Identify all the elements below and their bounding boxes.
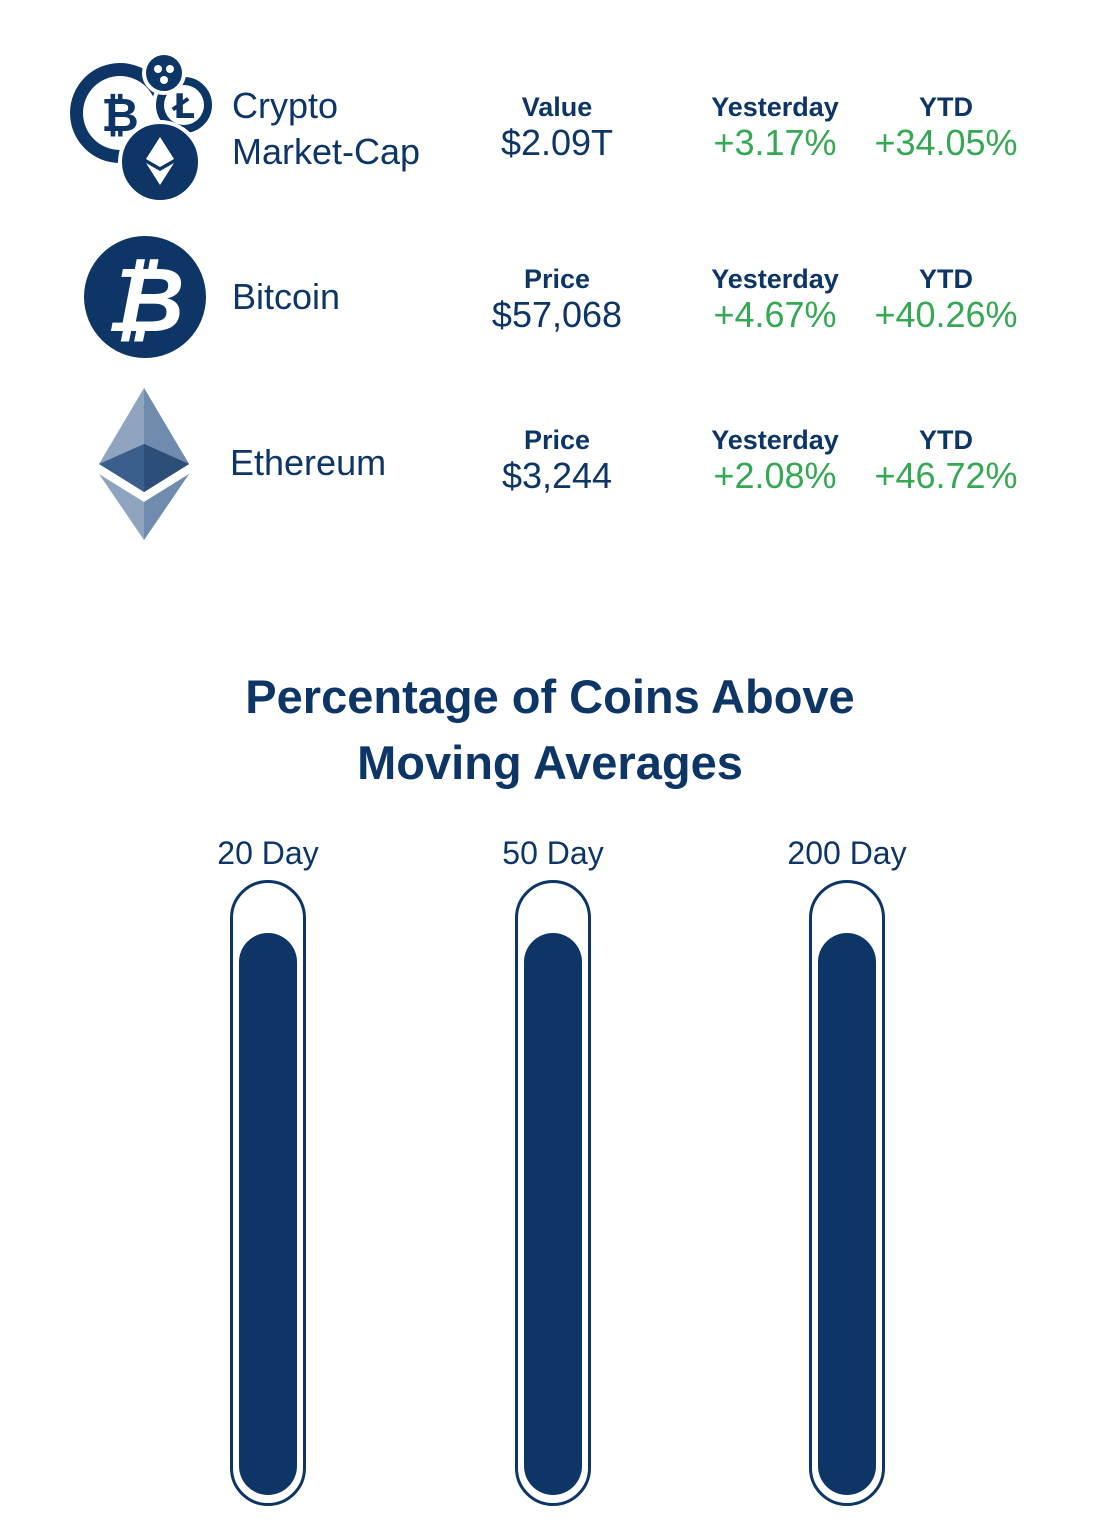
row-name-line1: Crypto (232, 85, 339, 126)
row-name-line2: Market-Cap (232, 131, 421, 172)
ytd-stat: YTD +34.05% (865, 91, 1027, 163)
svg-text:Ł: Ł (171, 87, 195, 127)
gauge-fill (524, 933, 582, 1495)
price-label: Price (523, 264, 591, 294)
bitcoin-icon: ₿ (84, 236, 206, 358)
gauge-tube (809, 880, 885, 1506)
gauge-200-day: 200 Day (772, 830, 922, 1510)
row-name: Ethereum (230, 442, 387, 483)
price-amount: $57,068 (491, 294, 623, 335)
value-amount: $2.09T (500, 122, 614, 163)
gauge-50-day: 50 Day (478, 830, 628, 1510)
yesterday-label: Yesterday (711, 425, 839, 455)
ytd-change: +40.26% (874, 294, 1018, 335)
yesterday-stat: Yesterday +2.08% (685, 424, 865, 496)
ethereum-row: Ethereum Price $3,244 Yesterday +2.08% Y… (0, 388, 1100, 540)
ytd-stat: YTD +40.26% (865, 263, 1027, 335)
crypto-coins-icon: ₿ Ł (70, 55, 216, 204)
gauge-label: 50 Day (502, 835, 604, 871)
gauge-fill (239, 933, 297, 1495)
ytd-change: +34.05% (874, 122, 1018, 163)
yesterday-change: +4.67% (713, 294, 837, 335)
price-stat: Price $57,068 (457, 263, 657, 335)
gauge-20-day: 20 Day (193, 830, 343, 1510)
yesterday-change: +3.17% (713, 122, 837, 163)
row-name: Crypto Market-Cap (232, 83, 420, 175)
yesterday-stat: Yesterday +4.67% (685, 263, 865, 335)
price-label: Price (523, 425, 591, 455)
value-label: Value (521, 92, 593, 122)
gauge-fill (818, 933, 876, 1495)
market-cap-row: ₿ Ł Crypto Market-Cap Value $2.09T Yeste… (0, 55, 1100, 205)
yesterday-change: +2.08% (713, 455, 837, 496)
ytd-label: YTD (919, 425, 973, 455)
yesterday-label: Yesterday (711, 92, 839, 122)
ytd-label: YTD (919, 264, 973, 294)
gauge-label: 200 Day (787, 835, 907, 871)
section-title: Percentage of Coins Above Moving Average… (0, 664, 1100, 796)
ytd-change: +46.72% (874, 455, 1018, 496)
price-amount: $3,244 (501, 455, 613, 496)
svg-text:₿: ₿ (106, 248, 185, 353)
bitcoin-row: ₿ Bitcoin Price $57,068 Yesterday +4.67%… (0, 230, 1100, 380)
price-stat: Price $3,244 (457, 424, 657, 496)
section-title-line1: Percentage of Coins Above (245, 670, 855, 723)
ethereum-icon (99, 388, 189, 540)
section-title-line2: Moving Averages (357, 736, 743, 789)
gauge-tube (515, 880, 591, 1506)
gauge-tube (230, 880, 306, 1506)
row-name: Bitcoin (232, 276, 341, 317)
ytd-stat: YTD +46.72% (865, 424, 1027, 496)
gauge-label: 20 Day (217, 835, 319, 871)
value-stat: Value $2.09T (457, 91, 657, 163)
yesterday-stat: Yesterday +3.17% (685, 91, 865, 163)
yesterday-label: Yesterday (711, 264, 839, 294)
ytd-label: YTD (919, 92, 973, 122)
